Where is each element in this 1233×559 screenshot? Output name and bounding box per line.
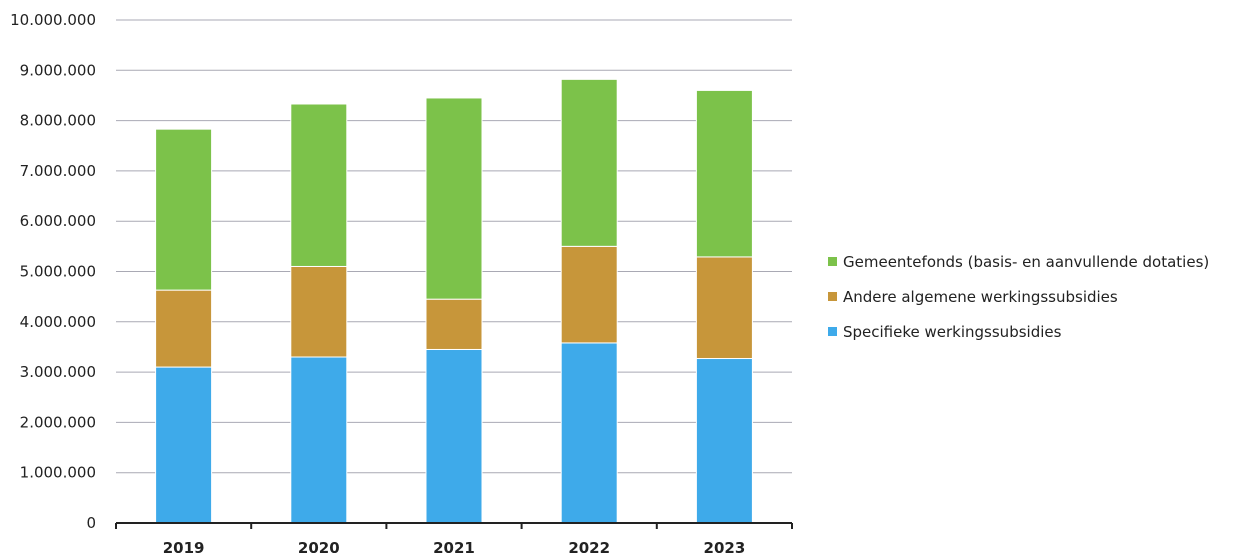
x-tick-label: 2022 [568, 539, 610, 557]
bar-segment [290, 103, 348, 267]
y-tick-label: 8.000.000 [20, 112, 96, 130]
y-tick-label: 5.000.000 [20, 263, 96, 281]
bar-segment [560, 342, 618, 524]
y-tick-label: 9.000.000 [20, 61, 96, 79]
legend-swatch [828, 292, 837, 301]
legend-swatch [828, 327, 837, 336]
y-tick-label: 2.000.000 [20, 413, 96, 431]
bar-segment [155, 366, 213, 524]
x-tick-label: 2019 [163, 539, 205, 557]
bar-segment [695, 89, 753, 258]
bar-segment [695, 256, 753, 360]
legend-item: Gemeentefonds (basis- en aanvullende dot… [828, 244, 1209, 279]
y-tick-label: 1.000.000 [20, 464, 96, 482]
x-tick-label: 2020 [298, 539, 340, 557]
bar-segment [155, 289, 213, 368]
bar-segment [560, 245, 618, 344]
bar-segment [155, 128, 213, 291]
bar-segment [290, 265, 348, 358]
x-tick-label: 2023 [704, 539, 746, 557]
y-tick-label: 0 [86, 514, 96, 532]
bar-segment [425, 298, 483, 350]
x-axis [115, 522, 793, 529]
bar-segment [425, 348, 483, 524]
legend-label: Andere algemene werkingssubsidies [843, 287, 1118, 306]
bar-segment [695, 358, 753, 524]
legend-label: Specifieke werkingssubsidies [843, 322, 1062, 341]
y-tick-label: 10.000.000 [10, 11, 96, 29]
legend-item: Andere algemene werkingssubsidies [828, 279, 1209, 314]
y-tick-label: 3.000.000 [20, 363, 96, 381]
y-tick-label: 4.000.000 [20, 313, 96, 331]
bars [155, 78, 753, 524]
legend: Gemeentefonds (basis- en aanvullende dot… [828, 244, 1209, 349]
y-tick-label: 6.000.000 [20, 212, 96, 230]
y-tick-label: 7.000.000 [20, 162, 96, 180]
bar-segment [560, 78, 618, 247]
legend-swatch [828, 257, 837, 266]
x-tick-label: 2021 [433, 539, 475, 557]
legend-label: Gemeentefonds (basis- en aanvullende dot… [843, 252, 1210, 271]
bar-segment [425, 97, 483, 300]
bar-segment [290, 356, 348, 524]
y-axis-ticks: 0 1.000.000 2.000.000 3.000.000 4.000.000 5.0… [10, 11, 96, 532]
x-axis-labels: 2019 2020 2021 2022 2023 [163, 539, 746, 557]
legend-item: Specifieke werkingssubsidies [828, 314, 1209, 349]
